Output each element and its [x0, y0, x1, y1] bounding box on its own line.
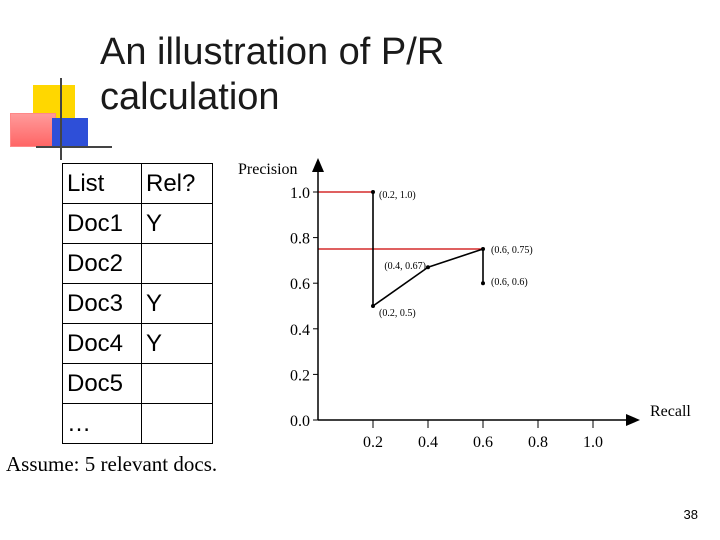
decor-blue-square: [52, 118, 88, 146]
table-row: Doc3 Y: [62, 283, 213, 324]
y-tick-label: 0.2: [290, 367, 310, 384]
table-row: Doc1 Y: [62, 203, 213, 244]
table-cell-rel: [141, 363, 213, 404]
data-point: [371, 304, 375, 308]
data-point-label: (0.2, 1.0): [379, 190, 416, 201]
x-axis-label: Recall: [650, 403, 691, 420]
y-tick-label: 0.0: [290, 413, 310, 430]
slide-title-line-1: An illustration of P/R: [100, 31, 445, 73]
y-axis-arrow-icon: [312, 158, 324, 172]
table-cell-rel: Y: [141, 203, 213, 244]
data-point: [371, 190, 375, 194]
y-tick-label: 0.8: [290, 231, 310, 248]
y-tick-label: 0.6: [290, 276, 310, 293]
table-cell-doc: Doc4: [62, 323, 142, 364]
slide-title-line-2: calculation: [100, 76, 280, 118]
y-tick-label: 1.0: [290, 185, 310, 202]
precision-recall-chart: Recall Precision 0.0 0.2 0.4 0.6 0.8 1.0 0.2 0.4 0…: [238, 158, 691, 451]
y-tick-label: 0.4: [290, 322, 310, 339]
table-cell-doc: Doc1: [62, 203, 142, 244]
assumption-note: Assume: 5 relevant docs.: [6, 452, 218, 476]
data-point: [481, 247, 485, 251]
x-tick-label: 1.0: [583, 434, 603, 451]
table-cell-rel: Y: [141, 323, 213, 364]
data-point-label: (0.6, 0.6): [491, 277, 528, 288]
decor-vertical-line: [60, 78, 62, 160]
table-cell-rel: Y: [141, 283, 213, 324]
data-point: [426, 265, 430, 270]
table-cell-rel: [141, 243, 213, 284]
table-header-rel: Rel?: [141, 163, 213, 204]
table-cell-rel: [141, 403, 213, 444]
table-cell-doc: Doc2: [62, 243, 142, 284]
table-header-list: List: [62, 163, 142, 204]
x-tick-label: 0.2: [363, 434, 383, 451]
page-number: 38: [683, 507, 698, 522]
relevance-table: List Rel? Doc1 Y Doc2 Doc3 Y Doc4 Y Doc5…: [62, 163, 213, 444]
table-row: Doc2: [62, 243, 213, 284]
decor-red-square: [10, 113, 56, 147]
table-cell-doc: Doc5: [62, 363, 142, 404]
slide-title: An illustration of P/R calculation: [100, 30, 660, 120]
pr-curve-segment: [427, 248, 484, 268]
x-tick-label: 0.6: [473, 434, 493, 451]
table-row: Doc4 Y: [62, 323, 213, 364]
y-axis-label: Precision: [238, 161, 298, 178]
table-cell-doc: …: [62, 403, 142, 444]
table-row: Doc5: [62, 363, 213, 404]
x-tick-label: 0.8: [528, 434, 548, 451]
data-point-label: (0.6, 0.75): [491, 245, 533, 256]
table-row: …: [62, 403, 213, 444]
pr-curve-segment: [372, 266, 429, 307]
x-tick-label: 0.4: [418, 434, 438, 451]
data-point-label: (0.4, 0.67): [384, 261, 426, 272]
data-point-label: (0.2, 0.5): [379, 308, 416, 319]
decor-horizontal-line: [36, 146, 112, 148]
data-point: [481, 281, 485, 286]
table-header-row: List Rel?: [62, 163, 213, 204]
table-cell-doc: Doc3: [62, 283, 142, 324]
x-axis-arrow-icon: [626, 414, 640, 426]
